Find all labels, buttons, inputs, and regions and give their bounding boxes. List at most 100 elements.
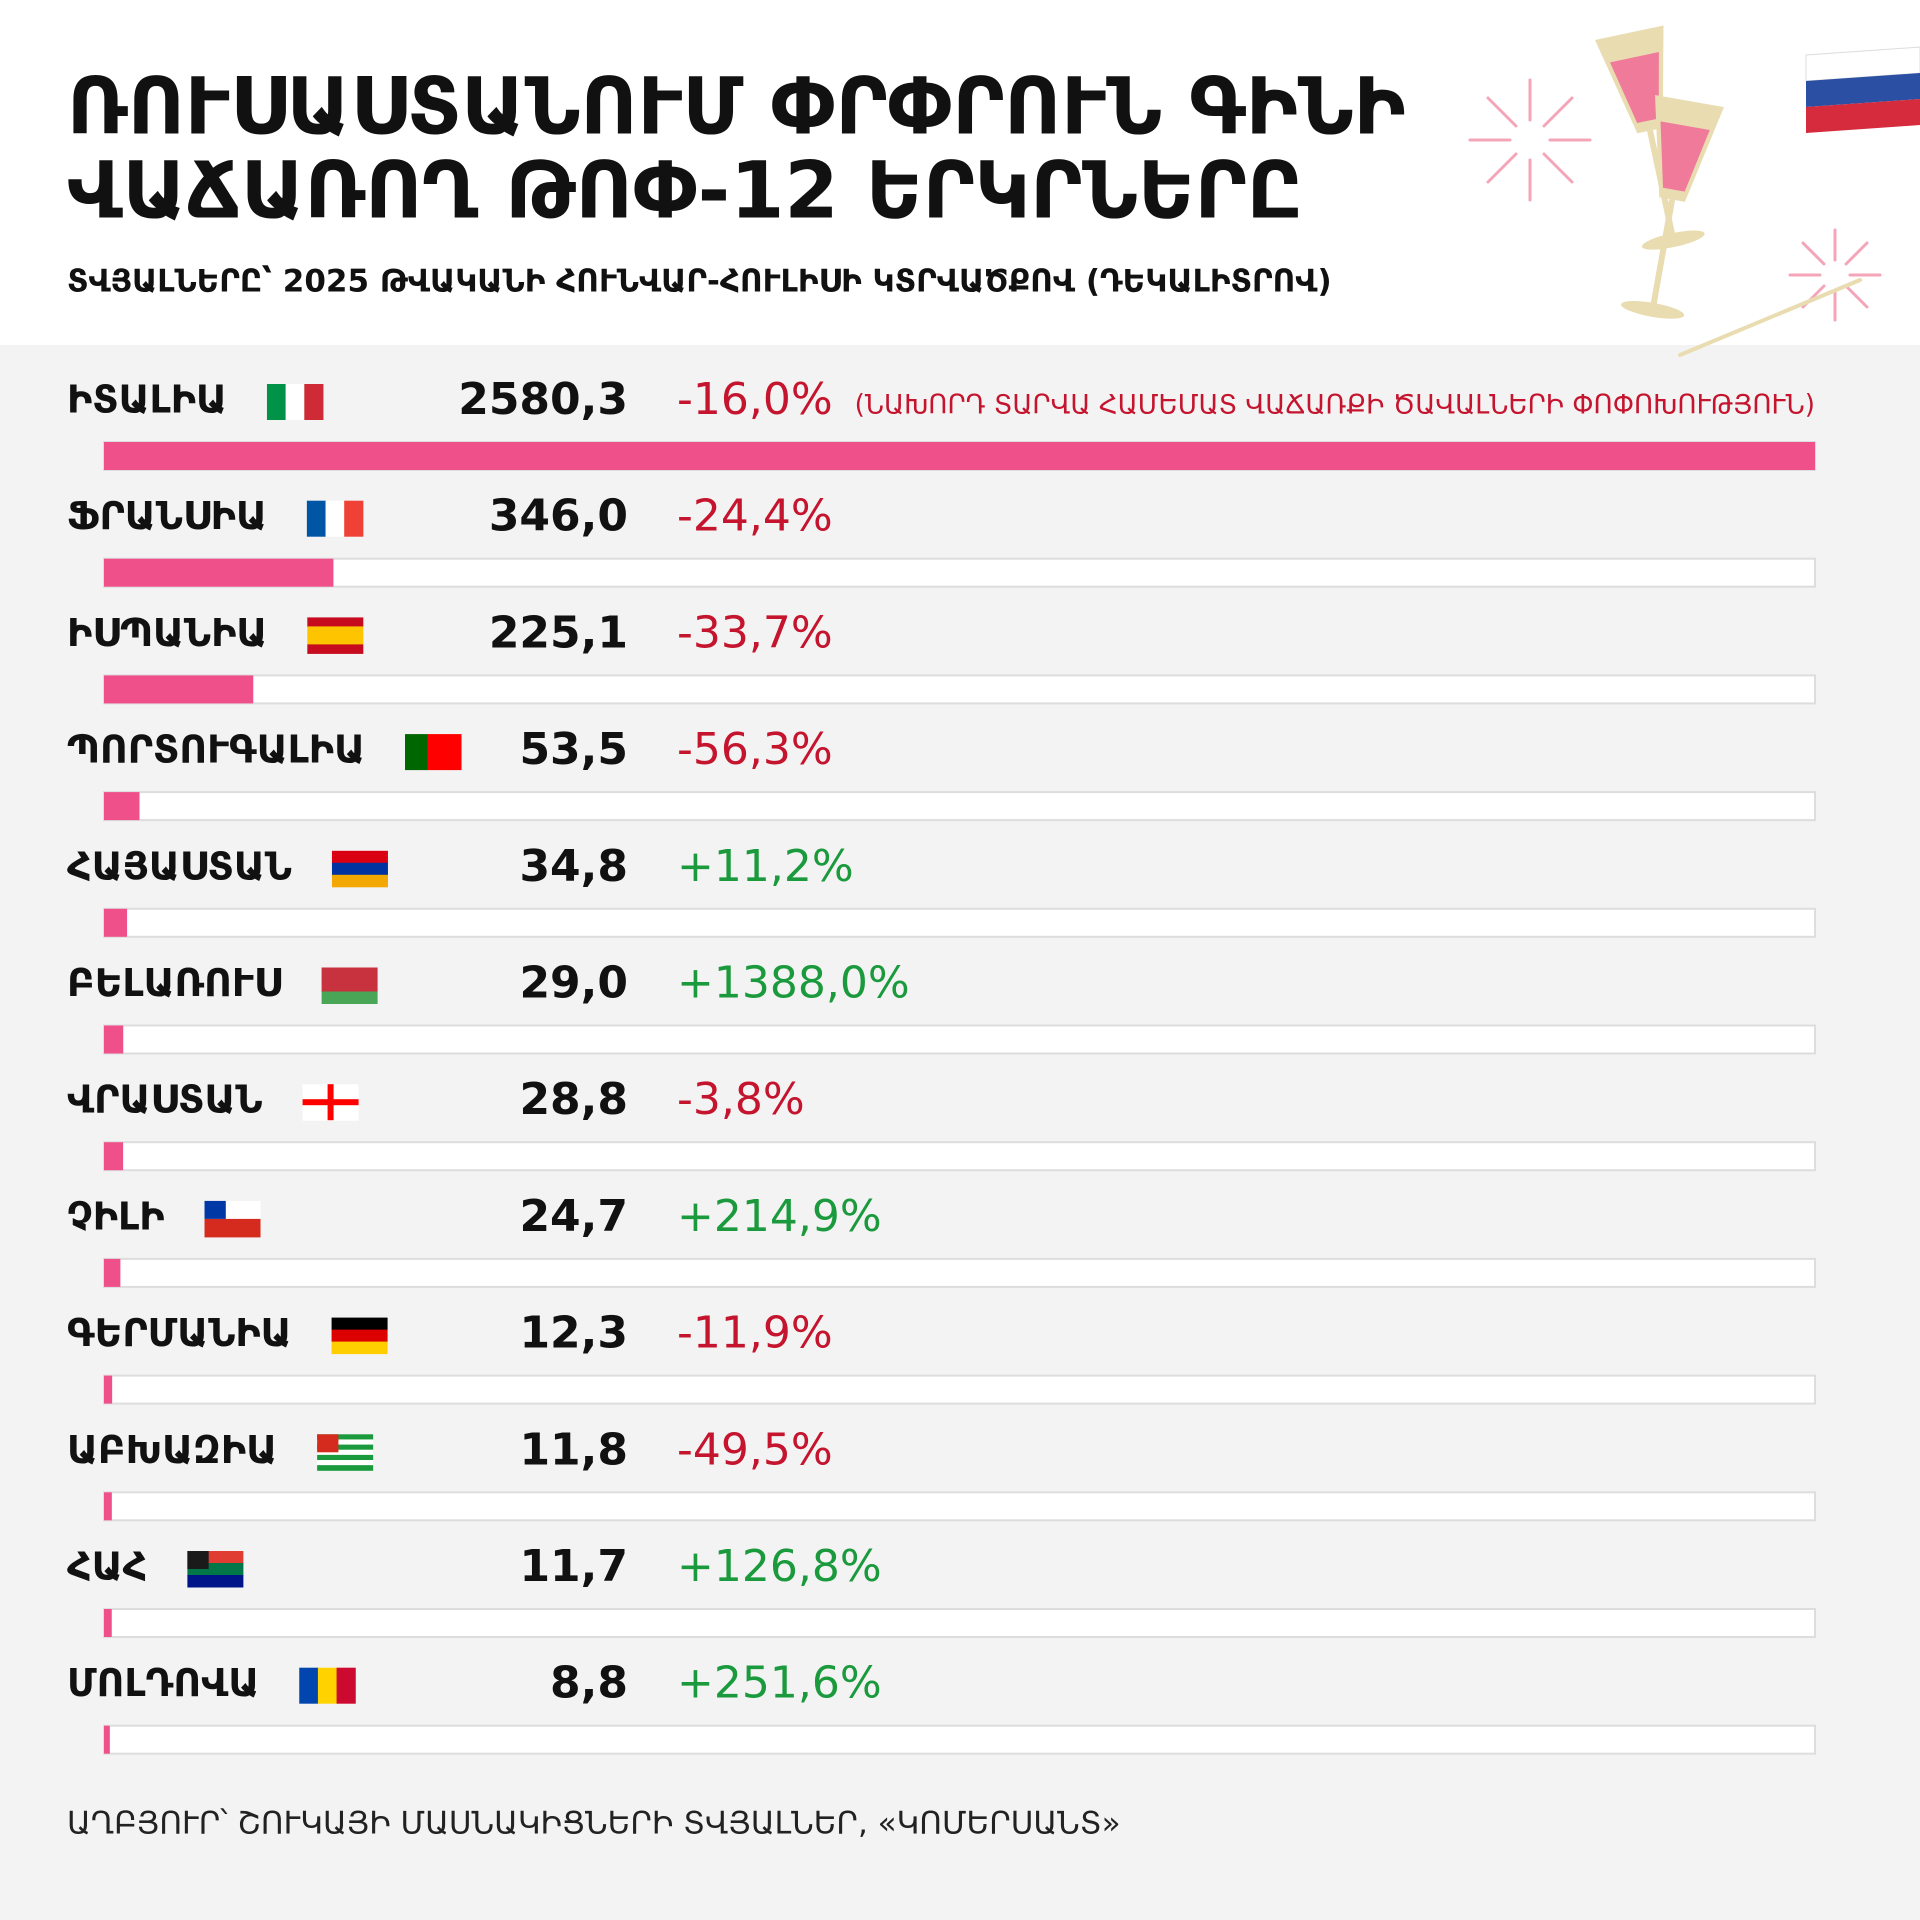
flag-stripe: [204, 1200, 226, 1219]
flag-icon: [307, 617, 364, 654]
flag-stripe: [304, 384, 324, 420]
flag-stripe: [331, 1317, 388, 1331]
bar: [104, 442, 1815, 470]
flag-stripe: [331, 874, 388, 888]
bar: [104, 1609, 112, 1637]
flag-stripe: [307, 644, 364, 654]
bar: [104, 1725, 110, 1754]
flag-icon: [306, 500, 364, 537]
flag-stripe: [427, 734, 440, 771]
flag-stripe: [321, 991, 378, 1004]
bar-track: [103, 1141, 1816, 1172]
flag-icon: [331, 1317, 388, 1355]
decoration: [1468, 25, 1920, 357]
flag-icon: [299, 1667, 356, 1704]
flag-icon: [405, 734, 462, 771]
flag-stripe: [344, 500, 364, 537]
bar: [104, 1375, 113, 1404]
change-label: -49,5%: [677, 1424, 833, 1475]
flag-stripe: [285, 384, 305, 420]
flag-stripe: [331, 862, 388, 876]
bar-track: [103, 791, 1816, 822]
value-label: 29,0: [519, 958, 628, 1009]
flag-icon: [204, 1200, 261, 1238]
category-label: ՖՐԱՆՍԻԱ: [67, 494, 267, 538]
flag-stripe: [321, 967, 378, 980]
chart-title: ՎԱՃԱՌՈՂ ԹՈՓ-12 ԵՐԿՐՆԵՐԸ: [67, 146, 1303, 236]
value-label: 12,3: [519, 1308, 628, 1359]
flag-stripe: [449, 734, 462, 771]
change-label: -56,3%: [677, 724, 833, 775]
bar-track: [103, 1374, 1816, 1405]
value-label: 346,0: [489, 491, 628, 542]
flag-stripe: [317, 1434, 339, 1453]
change-label: -16,0%: [677, 374, 833, 425]
change-label: +251,6%: [677, 1658, 882, 1709]
flag-stripe: [438, 734, 451, 771]
flag-stripe: [331, 1329, 388, 1343]
category-label: ՉԻԼԻ: [67, 1194, 165, 1238]
value-label: 225,1: [489, 607, 628, 658]
bar: [104, 792, 140, 821]
category-label: ԳԵՐՄԱՆԻԱ: [67, 1311, 292, 1355]
chart-subtitle: ՏՎՅԱԼՆԵՐԸ՝ 2025 ԹՎԱԿԱՆԻ ՀՈՒՆՎԱՐ-ՀՈՒԼԻՍԻ …: [67, 264, 1332, 300]
flag-stripe: [299, 1667, 319, 1704]
flag-stripe: [321, 979, 378, 992]
flag-icon: [302, 1084, 359, 1121]
flag-stripe: [187, 1575, 244, 1588]
bar-track: [103, 1491, 1816, 1522]
bar: [104, 1258, 121, 1287]
source: ԱՂԲՅՈՒՐ՝ ՇՈՒԿԱՅԻ ՄԱՍՆԱԿԻՑՆԵՐԻ ՏՎՅԱԼՆԵՐ, …: [67, 1806, 1121, 1842]
bar: [104, 675, 254, 704]
bar-track: [103, 1257, 1816, 1288]
flag-stripe: [317, 1449, 374, 1456]
category-label: ԱԲԽԱԶԻԱ: [67, 1428, 277, 1472]
flag-stripe: [317, 1444, 374, 1451]
change-label: -24,4%: [677, 491, 833, 542]
flag-stripe: [325, 500, 345, 537]
flag-stripe: [307, 635, 364, 645]
change-label: +214,9%: [677, 1191, 882, 1242]
header-background: [0, 0, 1920, 345]
bar-track: [103, 1724, 1816, 1755]
change-label: -11,9%: [677, 1308, 833, 1359]
flag-stripe: [331, 850, 388, 864]
body-background: [0, 345, 1920, 1920]
category-label: ՊՈՐՏՈՒԳԱԼԻԱ: [67, 728, 365, 772]
bar-track: [103, 1608, 1816, 1638]
category-label: ՀԱՀ: [67, 1545, 147, 1589]
category-label: ԲԵԼԱՌՈՒՍ: [67, 961, 282, 1005]
flag-stripe: [302, 1099, 359, 1106]
bar: [104, 1025, 124, 1054]
category-label: ՀԱՅԱՍՏԱՆ: [67, 844, 292, 888]
flag-icon: [321, 967, 378, 1004]
bar-track: [103, 907, 1816, 938]
bar: [104, 558, 334, 587]
bar: [104, 908, 128, 937]
value-label: 11,8: [519, 1424, 628, 1475]
change-label: -3,8%: [677, 1074, 805, 1125]
change-label: +126,8%: [677, 1541, 882, 1592]
value-label: 53,5: [519, 724, 628, 775]
bar-track: [103, 1024, 1816, 1055]
flag-icon: [317, 1434, 374, 1471]
bar: [104, 1492, 112, 1521]
bar: [104, 1142, 124, 1171]
category-label: ՄՈԼԴՈՎԱ: [67, 1661, 259, 1705]
flag-stripe: [204, 1218, 261, 1238]
flag-stripe: [307, 617, 364, 627]
change-label: -33,7%: [677, 607, 833, 658]
category-label: ԻՏԱԼԻԱ: [67, 378, 227, 422]
category-label: ՎՐԱՍՏԱՆ: [67, 1078, 263, 1122]
flag-stripe: [416, 734, 428, 771]
value-label: 34,8: [519, 841, 628, 892]
bar-track: [103, 557, 1816, 588]
flag-stripe: [317, 1434, 374, 1440]
flag-icon: [187, 1551, 244, 1588]
value-label: 8,8: [550, 1658, 628, 1709]
flag-stripe: [405, 734, 417, 771]
value-label: 28,8: [519, 1074, 628, 1125]
value-label: 2580,3: [458, 374, 628, 425]
flag-stripe: [336, 1667, 356, 1704]
